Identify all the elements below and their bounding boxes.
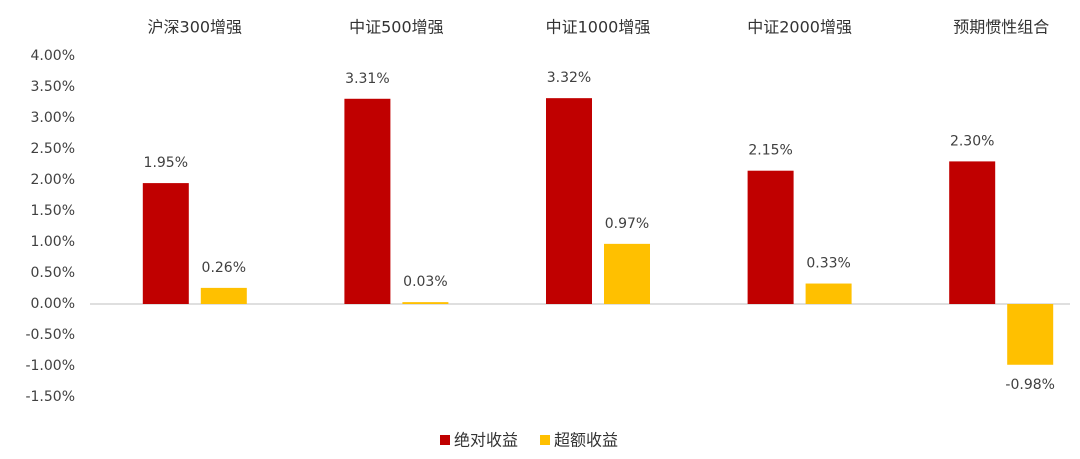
bar — [142, 183, 189, 304]
data-label: 0.33% — [806, 256, 850, 272]
y-tick-label: 1.00% — [31, 234, 75, 250]
y-tick-label: 1.50% — [31, 203, 75, 219]
category-label: 中证1000增强 — [546, 18, 651, 37]
y-tick-label: 3.50% — [31, 79, 75, 95]
legend-label: 绝对收益 — [454, 431, 518, 450]
legend-swatch — [540, 435, 551, 445]
y-tick-label: 3.00% — [31, 110, 75, 126]
data-label: 3.31% — [345, 71, 389, 87]
data-label: 0.26% — [202, 260, 246, 276]
y-tick-label: 2.50% — [31, 141, 75, 157]
category-label: 中证500增强 — [349, 18, 444, 37]
data-label: 3.32% — [547, 70, 591, 86]
data-label: -0.98% — [1005, 377, 1055, 393]
data-label: 0.97% — [605, 216, 649, 232]
category-label: 预期惯性组合 — [953, 18, 1049, 37]
bar — [1007, 304, 1054, 365]
bar — [604, 243, 650, 304]
y-tick-label: 4.00% — [31, 48, 75, 64]
data-label: 2.15% — [748, 143, 792, 159]
y-tick-label: -1.50% — [25, 389, 75, 405]
data-label: 2.30% — [950, 133, 994, 149]
bar — [402, 302, 449, 304]
legend-label: 超额收益 — [554, 431, 618, 450]
category-label: 中证2000增强 — [747, 18, 852, 37]
y-tick-label: 0.00% — [31, 296, 75, 312]
data-label: 1.95% — [144, 155, 188, 171]
bar — [949, 161, 996, 304]
bar — [747, 170, 794, 304]
y-tick-label: -0.50% — [25, 327, 75, 343]
category-label: 沪深300增强 — [148, 18, 243, 37]
y-tick-label: -1.00% — [25, 358, 75, 374]
y-tick-label: 2.00% — [31, 172, 75, 188]
bar — [805, 283, 852, 304]
data-label: 0.03% — [403, 274, 447, 290]
y-tick-label: 0.50% — [31, 265, 75, 281]
legend-swatch — [440, 435, 450, 445]
bar — [344, 98, 391, 304]
bar — [546, 98, 592, 304]
bar — [200, 287, 247, 304]
